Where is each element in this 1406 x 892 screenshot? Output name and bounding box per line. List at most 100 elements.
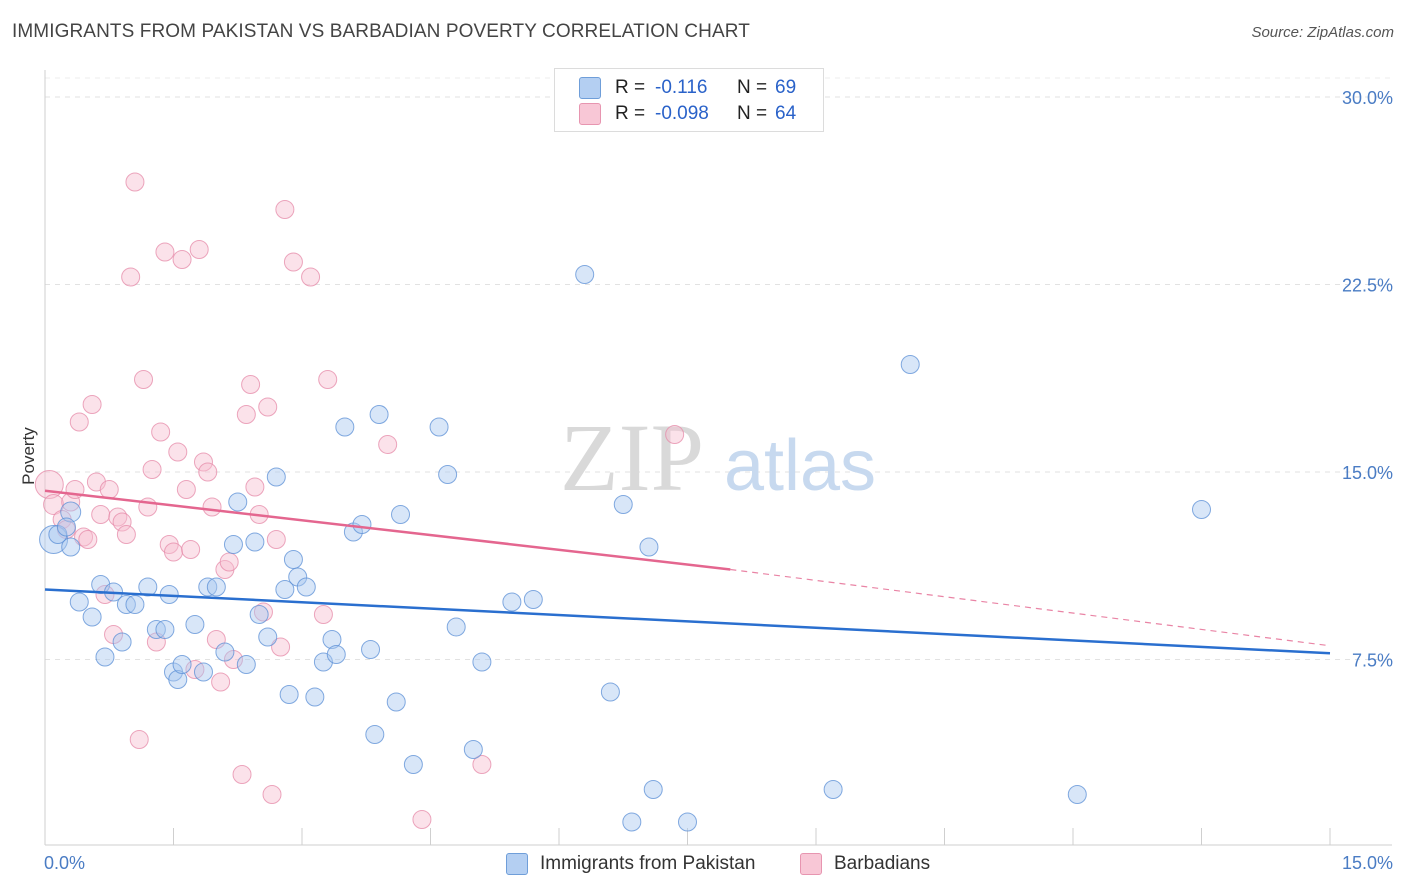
barbadians-point [168,442,188,462]
barbadians-point [211,672,231,692]
pakistan-point [613,495,633,514]
pakistan-point [168,670,188,689]
pakistan-point [575,265,595,284]
y-tick-label: 30.0% [1342,88,1393,108]
barbadians-point [275,200,295,219]
n-label: N = [737,103,768,124]
barbadians-point [245,477,265,497]
pakistan-point [245,532,265,552]
barbadians-trend-line [44,489,731,571]
pakistan-point [391,505,411,524]
pakistan-points [39,265,1211,832]
pakistan-point [95,647,115,667]
barbadians-point [271,637,291,657]
pakistan-point [502,592,522,612]
legend-item-barbadians[interactable]: Barbadians [800,852,930,876]
pakistan-point [900,355,920,374]
barbadians-point [129,730,149,749]
y-tick-label: 22.5% [1342,276,1393,296]
barbadians-point [283,252,303,272]
y-axis-label: Poverty [19,427,38,485]
barbadians-point [266,530,286,549]
barbadians-point [236,405,256,424]
barbadians-point [176,480,196,499]
pakistan-point [463,740,483,759]
barbadians-point [241,375,261,394]
barbadians-point [164,542,183,562]
pakistan-point [622,812,642,832]
x-tick-label: 15.0% [1342,853,1393,873]
pakistan-legend-swatch [506,853,528,875]
pakistan-point [305,687,325,707]
barbadians-point [78,530,98,549]
pakistan-point [56,517,76,537]
tick-labels: 7.5% 15.0% 22.5% 30.0% 0.0% 15.0% [44,88,1393,873]
pakistan-point [386,692,406,712]
pakistan-point [643,780,663,799]
pakistan-point [335,417,355,437]
barbadians-point [189,240,209,259]
pakistan-swatch [579,77,601,99]
barbadians-point [258,397,278,417]
barbadians-point [378,435,398,454]
source-credit: Source: ZipAtlas.com [1251,24,1394,41]
legend-item-pakistan[interactable]: Immigrants from Pakistan [506,852,755,876]
pakistan-point [228,492,248,512]
pakistan-point [275,580,295,599]
pakistan-point [39,525,69,554]
pakistan-point [172,655,192,674]
barbadians-point [134,370,154,389]
pakistan-point [236,655,256,674]
watermark: ZIP atlas [560,404,876,511]
barbadians-legend-swatch [800,853,822,875]
pakistan-point [82,607,102,627]
barbadians-point [112,512,132,532]
barbadians-swatch [579,103,601,125]
pakistan-point [438,465,458,484]
pakistan-point [823,780,843,799]
pakistan-point [326,645,346,664]
pakistan-point [60,501,82,523]
barbadians-point [412,810,432,829]
pakistan-point [69,592,89,612]
barbadians-point [82,395,102,414]
barbadians-point [155,242,175,262]
pakistan-point [206,577,226,597]
n-value: 64 [775,103,797,124]
barbadians-point [472,755,492,774]
chart-title: IMMIGRANTS FROM PAKISTAN VS BARBADIAN PO… [12,21,750,42]
barbadians-point [116,525,136,544]
pakistan-trend-line [44,588,1331,655]
barbadians-point [198,462,218,482]
barbadians-point [262,785,282,804]
pakistan-point [365,725,385,744]
barbadians-point [172,250,192,269]
x-tick-label: 0.0% [44,853,85,873]
r-value: -0.098 [655,103,709,124]
barbadians-point [151,422,171,442]
barbadians-point [181,540,201,559]
barbadians-point [142,460,162,479]
barbadians-point [318,370,338,389]
pakistan-point [112,632,132,652]
r-label: R = [615,77,646,98]
stats-legend: R = -0.116 N = 69 R = -0.098 N = 64 [554,68,824,132]
stats-row-pakistan: R = -0.116 N = 69 [579,75,796,101]
barbadians-point [301,267,321,287]
pakistan-point [472,652,492,672]
barbadians-point [69,412,89,432]
pakistan-point [61,537,81,557]
barbadians-point [91,505,111,524]
r-value: -0.116 [655,77,708,98]
pakistan-point [283,550,303,569]
axes [44,70,1392,846]
pakistan-point [369,405,389,424]
pakistan-point [193,662,213,682]
watermark-atlas: atlas [724,426,876,506]
pakistan-point [361,640,381,659]
pakistan-point [279,685,299,704]
barbadians-point [34,470,64,499]
pakistan-point [1067,785,1087,804]
pakistan-point [600,682,620,702]
